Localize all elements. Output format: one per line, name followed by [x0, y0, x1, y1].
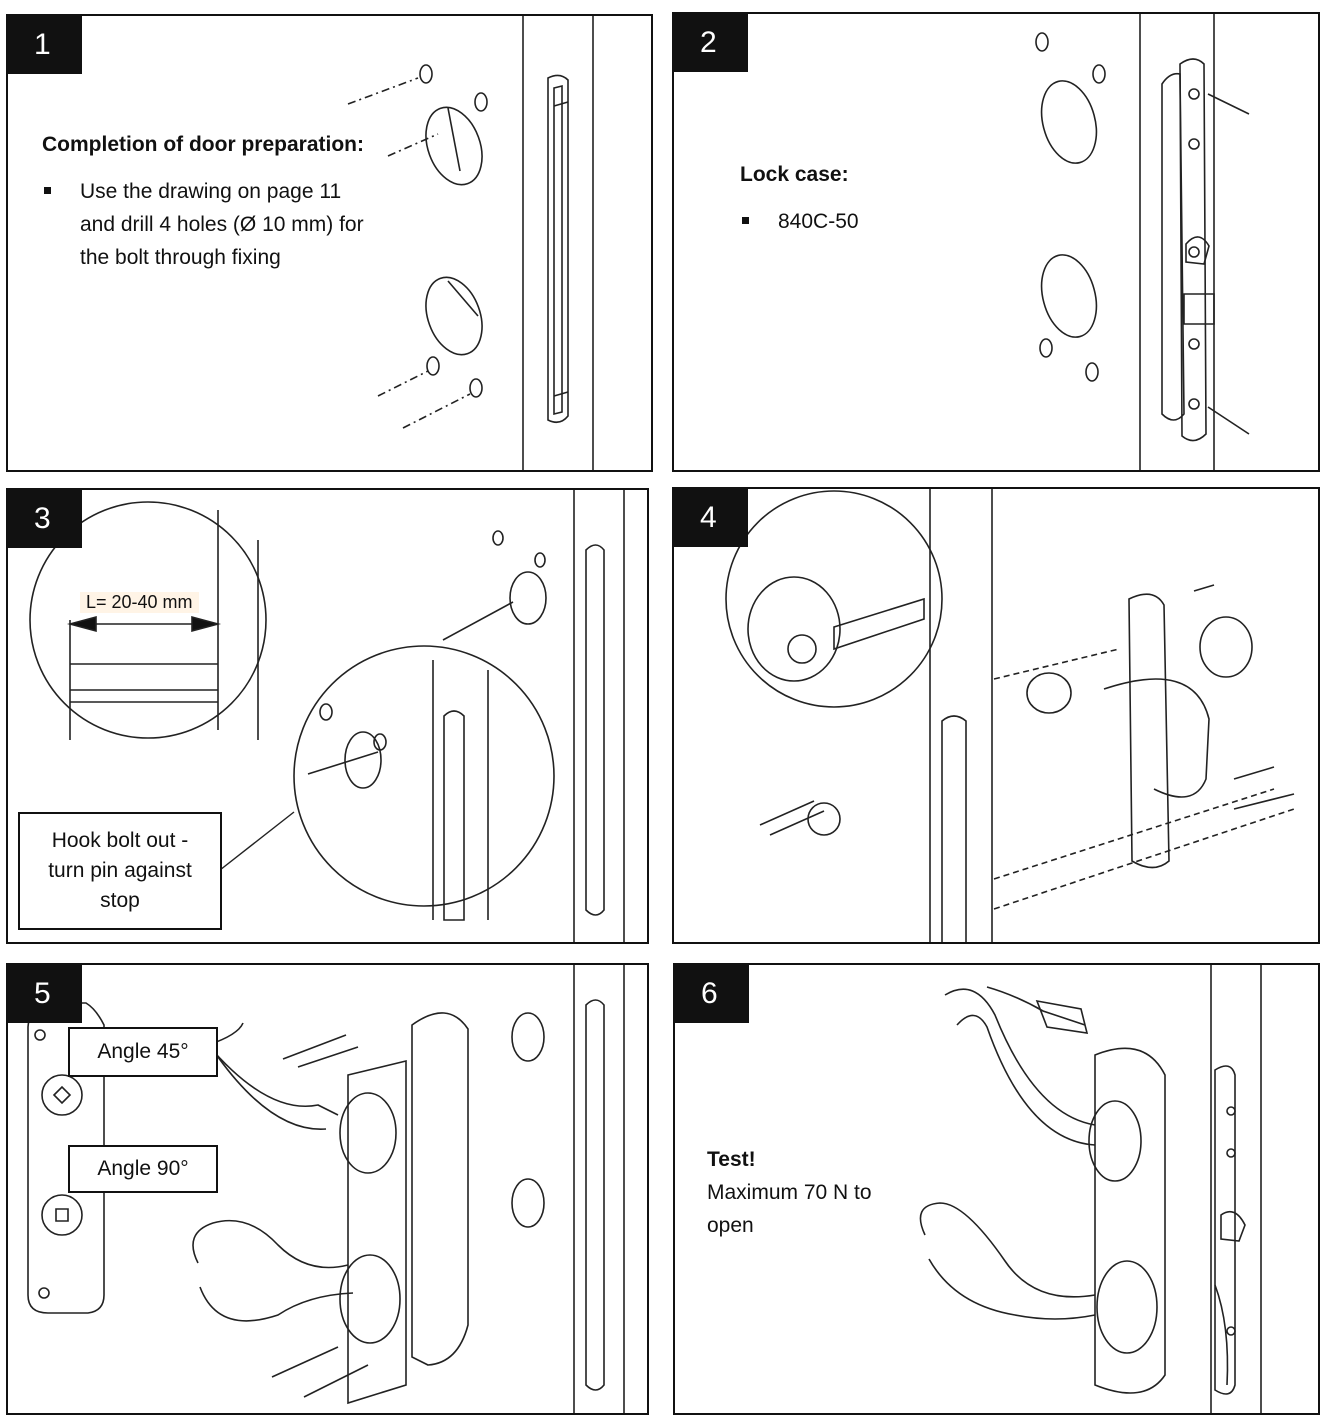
step-number: 4 — [674, 489, 748, 547]
step-heading: Lock case: — [740, 163, 849, 186]
step-callout: Hook bolt out - turn pin against stop — [18, 812, 222, 930]
step-bullet: Use the drawing on page 11 and drill 4 h… — [42, 175, 372, 274]
step-2-panel: 2 Lock case: 840C-50 — [672, 12, 1320, 472]
angle-90-callout: Angle 90° — [68, 1145, 218, 1193]
angle-45-callout: Angle 45° — [68, 1027, 218, 1077]
step-number: 5 — [8, 965, 82, 1023]
step-6-panel: 6 Test! Maximum 70 N to open — [673, 963, 1320, 1415]
step-1-panel: 1 Completion of door preparation: Use th… — [6, 14, 653, 472]
step-3-panel: 3 L= 20-40 mm Hook bolt out - turn pin a… — [6, 488, 649, 944]
dimension-label: L= 20-40 mm — [80, 592, 199, 613]
step-4-panel: 4 — [672, 487, 1320, 944]
door-preparation-drawing — [8, 16, 653, 472]
step-number: 2 — [674, 14, 748, 72]
step-heading: Test! — [707, 1148, 756, 1171]
hook-bolt-drawing — [8, 490, 649, 944]
step-bullet: 840C-50 — [740, 205, 1040, 238]
through-fixing-drawing — [674, 489, 1320, 944]
step-number: 1 — [8, 16, 82, 74]
step-text: Maximum 70 N to open — [707, 1181, 872, 1237]
test-handle-drawing — [675, 965, 1320, 1415]
step-heading: Completion of door preparation: — [42, 133, 364, 156]
handle-fitting-drawing — [8, 965, 649, 1415]
lock-case-drawing — [674, 14, 1320, 472]
step-number: 6 — [675, 965, 749, 1023]
step-5-panel: 5 Angle 45° Angle 90° — [6, 963, 649, 1415]
step-number: 3 — [8, 490, 82, 548]
